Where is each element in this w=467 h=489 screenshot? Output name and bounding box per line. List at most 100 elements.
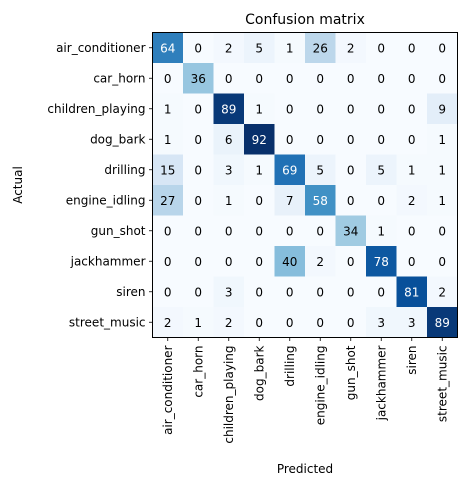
heatmap-cell-7-6 [335, 246, 367, 277]
cell-value-9-6: 0 [347, 316, 355, 330]
x-tick-label: drilling [283, 346, 297, 387]
y-tick-label: dog_bark [90, 132, 145, 146]
heatmap-cell-4-3 [244, 154, 275, 186]
heatmap-cell-2-6 [335, 93, 367, 125]
heatmap-cell-7-4 [274, 246, 306, 277]
cell-value-2-5: 0 [316, 102, 324, 116]
heatmap-cell-1-8 [396, 63, 428, 94]
cell-value-0-4: 1 [286, 41, 294, 55]
cell-value-7-0: 0 [164, 255, 172, 269]
x-tick-label: children_playing [222, 346, 236, 444]
y-tick-label: car_horn [93, 71, 145, 85]
cell-value-8-3: 0 [255, 285, 263, 299]
cell-value-9-9: 89 [435, 316, 450, 330]
cell-value-3-9: 1 [438, 133, 446, 147]
heatmap-cell-7-2 [213, 246, 245, 277]
cell-value-6-6: 34 [343, 224, 358, 238]
cell-value-8-1: 0 [194, 285, 202, 299]
cell-value-3-8: 0 [408, 133, 416, 147]
cell-value-3-6: 0 [347, 133, 355, 147]
cell-value-7-7: 78 [374, 255, 389, 269]
heatmap-cell-9-1 [183, 307, 214, 338]
heatmap-cell-7-0 [152, 246, 184, 277]
cell-value-8-4: 0 [286, 285, 294, 299]
cell-value-0-9: 0 [438, 41, 446, 55]
cell-value-9-8: 3 [408, 316, 416, 330]
heatmap-cell-2-9 [427, 93, 458, 125]
heatmap-cell-2-3 [244, 93, 275, 125]
heatmap-cell-8-6 [335, 276, 367, 308]
heatmap-cell-0-6 [335, 32, 367, 64]
heatmap-cell-8-2 [213, 276, 245, 308]
chart-title: Confusion matrix [245, 12, 365, 28]
heatmap-cell-5-1 [183, 185, 214, 216]
y-tick-label: air_conditioner [56, 41, 145, 55]
heatmap-cell-0-8 [396, 32, 428, 64]
heatmap-cell-7-5 [305, 246, 336, 277]
heatmap-cell-4-8 [396, 154, 428, 186]
cell-value-5-8: 2 [408, 194, 416, 208]
cell-value-8-6: 0 [347, 285, 355, 299]
heatmap-cell-0-3 [244, 32, 275, 64]
cell-value-1-8: 0 [408, 72, 416, 86]
y-tick-label: gun_shot [91, 224, 146, 238]
heatmap-cell-3-2 [213, 124, 245, 155]
heatmap-cell-4-2 [213, 154, 245, 186]
heatmap-cells [152, 32, 458, 338]
cell-value-6-5: 0 [316, 224, 324, 238]
cell-value-8-0: 0 [164, 285, 172, 299]
cell-value-1-6: 0 [347, 72, 355, 86]
heatmap-cell-2-8 [396, 93, 428, 125]
heatmap-cell-6-2 [213, 215, 245, 247]
heatmap-cell-1-0 [152, 63, 184, 94]
heatmap-cell-7-8 [396, 246, 428, 277]
heatmap-cell-6-3 [244, 215, 275, 247]
heatmap-cell-6-5 [305, 215, 336, 247]
heatmap-cell-8-5 [305, 276, 336, 308]
cell-value-0-8: 0 [408, 41, 416, 55]
y-axis-label: Actual [11, 166, 25, 204]
heatmap-cell-1-6 [335, 63, 367, 94]
y-tick-label: drilling [104, 163, 145, 177]
heatmap-cell-0-4 [274, 32, 306, 64]
heatmap-cell-5-5 [305, 185, 336, 216]
heatmap-cell-5-3 [244, 185, 275, 216]
y-tick-label: jackhammer [70, 254, 146, 268]
cell-value-2-0: 1 [164, 102, 172, 116]
x-tick-label: street_music [435, 346, 449, 423]
cell-value-3-7: 0 [377, 133, 385, 147]
heatmap-cell-4-5 [305, 154, 336, 186]
x-axis-label: Predicted [277, 462, 333, 476]
cell-value-5-3: 0 [255, 194, 263, 208]
cell-value-7-3: 0 [255, 255, 263, 269]
heatmap-cell-6-4 [274, 215, 306, 247]
heatmap-cell-9-8 [396, 307, 428, 338]
cell-value-0-5: 26 [313, 41, 328, 55]
cell-value-1-0: 0 [164, 72, 172, 86]
heatmap-cell-0-9 [427, 32, 458, 64]
heatmap-cell-4-1 [183, 154, 214, 186]
cell-value-6-7: 1 [377, 224, 385, 238]
cell-value-1-5: 0 [316, 72, 324, 86]
x-tick-label: air_conditioner [161, 345, 175, 434]
cell-value-0-1: 0 [194, 41, 202, 55]
heatmap-cell-8-8 [396, 276, 428, 308]
cell-value-5-2: 1 [225, 194, 233, 208]
x-tick-label: dog_bark [252, 345, 266, 400]
heatmap-cell-3-9 [427, 124, 458, 155]
heatmap-cell-8-0 [152, 276, 184, 308]
cell-value-7-5: 2 [316, 255, 324, 269]
cell-value-9-4: 0 [286, 316, 294, 330]
heatmap-cell-9-0 [152, 307, 184, 338]
cell-value-6-9: 0 [438, 224, 446, 238]
cell-value-7-4: 40 [282, 255, 297, 269]
heatmap-cell-1-5 [305, 63, 336, 94]
cell-value-2-4: 0 [286, 102, 294, 116]
x-tick-labels: air_conditioner car_horn children_playing d… [161, 337, 449, 444]
cell-value-4-8: 1 [408, 163, 416, 177]
cell-value-9-5: 0 [316, 316, 324, 330]
heatmap-cell-8-3 [244, 276, 275, 308]
heatmap-cell-2-0 [152, 93, 184, 125]
heatmap-cell-3-4 [274, 124, 306, 155]
cell-value-2-7: 0 [377, 102, 385, 116]
